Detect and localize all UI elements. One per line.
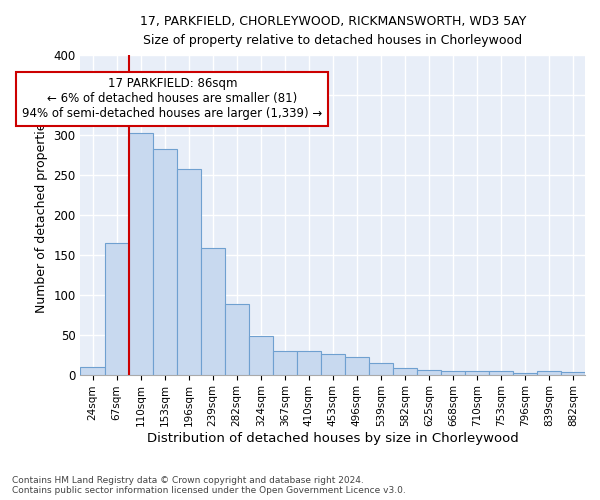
Bar bbox=[513, 373, 537, 374]
Bar bbox=[297, 350, 321, 374]
Bar bbox=[176, 168, 200, 374]
Title: 17, PARKFIELD, CHORLEYWOOD, RICKMANSWORTH, WD3 5AY
Size of property relative to : 17, PARKFIELD, CHORLEYWOOD, RICKMANSWORT… bbox=[140, 15, 526, 47]
Text: 17 PARKFIELD: 86sqm
← 6% of detached houses are smaller (81)
94% of semi-detache: 17 PARKFIELD: 86sqm ← 6% of detached hou… bbox=[22, 78, 322, 120]
Y-axis label: Number of detached properties: Number of detached properties bbox=[35, 116, 48, 314]
Bar bbox=[321, 354, 345, 374]
Bar bbox=[345, 357, 369, 374]
Bar bbox=[200, 248, 224, 374]
Bar bbox=[417, 370, 441, 374]
Bar bbox=[393, 368, 417, 374]
Bar bbox=[248, 336, 272, 374]
Bar bbox=[80, 368, 104, 374]
Bar bbox=[128, 132, 152, 374]
Bar bbox=[489, 372, 513, 374]
Bar bbox=[561, 372, 585, 374]
Bar bbox=[152, 150, 176, 374]
Bar bbox=[369, 364, 393, 374]
Text: Contains HM Land Registry data © Crown copyright and database right 2024.
Contai: Contains HM Land Registry data © Crown c… bbox=[12, 476, 406, 495]
Bar bbox=[224, 304, 248, 374]
Bar bbox=[104, 243, 128, 374]
Bar bbox=[465, 370, 489, 374]
Bar bbox=[537, 370, 561, 374]
X-axis label: Distribution of detached houses by size in Chorleywood: Distribution of detached houses by size … bbox=[147, 432, 518, 445]
Bar bbox=[272, 350, 297, 374]
Bar bbox=[441, 372, 465, 374]
